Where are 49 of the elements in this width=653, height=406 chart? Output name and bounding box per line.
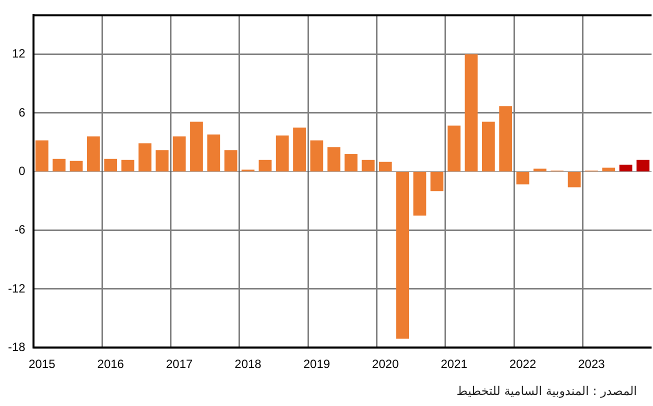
y-tick-label: 12 (12, 46, 26, 61)
bar (104, 158, 118, 172)
bar (413, 172, 426, 216)
bar (207, 134, 220, 172)
bar (224, 150, 238, 172)
bar (482, 122, 495, 172)
bar (362, 160, 375, 172)
y-tick-label: 6 (18, 105, 26, 120)
bar (276, 135, 289, 172)
bar (52, 158, 66, 172)
x-tick-label: 2023 (578, 357, 606, 372)
bar (568, 172, 581, 188)
text: المصدر : المندوبية السامية للتخطيط (456, 384, 637, 398)
bar (344, 154, 358, 172)
x-tick-label: 2017 (166, 357, 193, 372)
y-tick-label: -18 (8, 340, 26, 354)
y-tick-label: -6 (14, 222, 26, 237)
x-tick-label: 2018 (234, 357, 262, 372)
bar (602, 168, 616, 172)
bar (138, 143, 152, 172)
bar (448, 126, 461, 172)
bar (172, 136, 186, 172)
bar (293, 128, 306, 172)
bar (396, 172, 410, 339)
bar (516, 172, 530, 184)
x-tick-label: 2019 (303, 357, 330, 372)
x-tick-label: 2015 (28, 357, 56, 372)
bar (464, 54, 478, 172)
bar (190, 122, 203, 172)
x-tick-label: 2016 (97, 357, 124, 372)
y-tick-label: -12 (8, 281, 26, 296)
bar (35, 140, 48, 172)
bar (87, 136, 100, 172)
bar (327, 147, 340, 172)
x-tick-label: 2021 (440, 357, 468, 372)
bar (310, 140, 324, 172)
bar (70, 160, 83, 172)
x-tick-label: 2020 (372, 357, 400, 372)
bar (378, 162, 392, 172)
bar (430, 172, 444, 192)
bar (619, 164, 632, 172)
y-tick-label: 0 (18, 164, 26, 178)
bar (499, 106, 512, 172)
bar (636, 160, 650, 172)
bar (534, 168, 546, 172)
bar (156, 150, 169, 172)
bar (258, 160, 272, 172)
x-tick-label: 2022 (509, 357, 536, 372)
bar (121, 160, 134, 172)
